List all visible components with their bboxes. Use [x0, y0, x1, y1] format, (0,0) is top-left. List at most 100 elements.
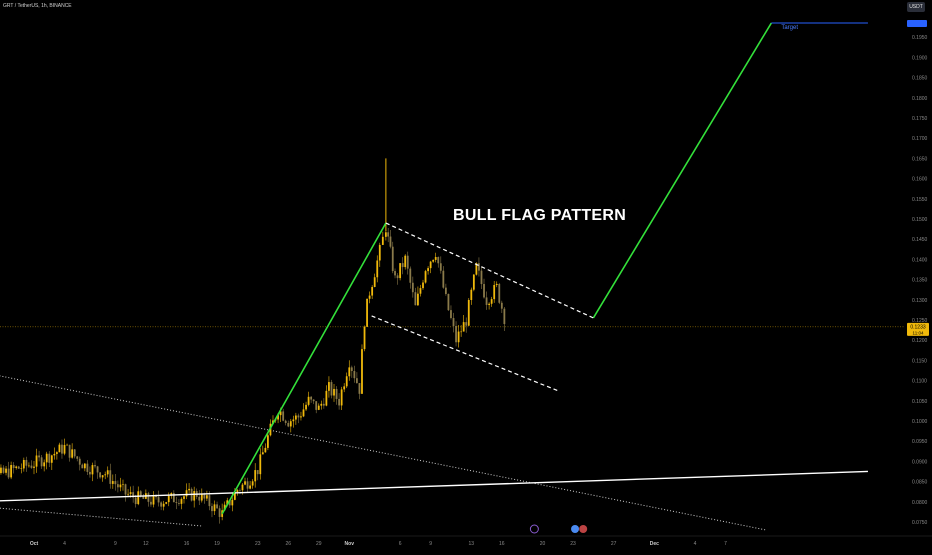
x-tick-label: 16 — [499, 541, 505, 547]
x-tick-label: 29 — [316, 541, 322, 547]
candle-body — [211, 506, 213, 512]
currency-badge[interactable]: USDT — [907, 2, 925, 12]
candle-body — [437, 257, 440, 264]
candle-body — [345, 376, 348, 387]
candle-body — [312, 399, 315, 402]
x-tick-label: 23 — [570, 541, 576, 547]
candle-body — [434, 257, 437, 260]
candle-body — [358, 383, 361, 394]
candle-body — [495, 283, 498, 286]
candle-body — [439, 263, 442, 271]
candle-body — [99, 472, 102, 478]
candle-body — [294, 415, 297, 420]
candle-body — [256, 470, 259, 475]
y-tick-label: 0.1400 — [912, 257, 928, 263]
x-tick-label: 23 — [255, 541, 261, 547]
x-tick-label: 16 — [184, 541, 190, 547]
candle-body — [353, 371, 356, 379]
candle-body — [155, 495, 157, 498]
candle-body — [457, 331, 460, 343]
candle-body — [175, 502, 178, 503]
x-tick-label: 7 — [724, 541, 727, 547]
candle-body — [467, 300, 470, 326]
candle-body — [30, 465, 33, 468]
support-trend-line — [0, 470, 868, 502]
candle-body — [282, 411, 285, 421]
x-tick-label: 9 — [429, 541, 432, 547]
candle-body — [287, 422, 290, 427]
candle-body — [297, 415, 300, 418]
y-tick-label: 0.0950 — [912, 439, 928, 445]
y-tick-label: 0.1300 — [912, 298, 928, 304]
candle-body — [43, 462, 46, 467]
candle-body — [348, 367, 351, 377]
projection-line — [592, 22, 773, 319]
candle-body — [5, 468, 7, 473]
flag-upper-line — [385, 222, 594, 319]
candles — [0, 228, 506, 524]
countdown-label: 11:04 — [913, 330, 924, 335]
candle-body — [455, 325, 457, 343]
candle-body — [429, 261, 432, 269]
symbol-title: GRT / TetherUS, 1h, BINANCE — [3, 3, 72, 9]
x-tick-label: 12 — [143, 541, 149, 547]
candle-body — [460, 331, 463, 333]
y-tick-label: 0.1750 — [912, 116, 928, 122]
candle-body — [378, 244, 381, 261]
candle-body — [490, 299, 493, 304]
candle-body — [414, 292, 417, 306]
candle-body — [355, 378, 358, 384]
y-tick-label: 0.1200 — [912, 338, 928, 344]
candle-body — [340, 389, 343, 406]
candle-body — [254, 470, 257, 482]
candle-body — [226, 500, 229, 505]
candle-body — [317, 405, 320, 410]
candle-body — [193, 491, 196, 501]
y-tick-label: 0.1450 — [912, 237, 928, 243]
candle-body — [68, 444, 71, 458]
candle-body — [442, 270, 445, 288]
x-tick-label: 26 — [285, 541, 291, 547]
candle-body — [249, 485, 252, 489]
candle-body — [119, 484, 122, 488]
candle-body — [480, 270, 483, 285]
x-tick-label: 19 — [214, 541, 220, 547]
candle-body — [475, 263, 478, 275]
candle-body — [261, 452, 264, 455]
candle-body — [328, 382, 330, 391]
candle-body — [73, 449, 76, 457]
candle-body — [302, 409, 305, 417]
candle-body — [124, 484, 127, 495]
candle-body — [86, 463, 89, 472]
candle-body — [2, 467, 5, 473]
candle-body — [61, 444, 63, 454]
y-tick-label: 0.1700 — [912, 136, 928, 142]
candle-body — [284, 420, 287, 423]
candle-body — [205, 495, 208, 499]
candle-body — [292, 419, 295, 422]
flag-pole-line — [221, 222, 387, 515]
candle-body — [208, 495, 211, 507]
candle-body — [315, 401, 318, 410]
y-tick-label: 0.1900 — [912, 55, 928, 61]
candle-body — [50, 455, 53, 463]
x-tick-label: 4 — [694, 541, 697, 547]
candle-body — [259, 454, 262, 475]
candle-body — [183, 496, 185, 499]
candle-body — [399, 263, 402, 279]
candle-body — [63, 444, 66, 454]
candle-body — [216, 504, 218, 509]
x-tick-label: Oct — [30, 541, 39, 547]
candle-body — [361, 349, 363, 394]
candle-body — [409, 268, 412, 283]
candle-body — [165, 502, 168, 504]
candle-body — [81, 464, 84, 469]
candle-body — [96, 466, 99, 473]
candle-body — [310, 396, 313, 400]
y-tick-label: 0.1100 — [912, 379, 927, 385]
candle-body — [251, 481, 254, 486]
candle-body — [417, 293, 419, 306]
candle-body — [203, 493, 206, 499]
